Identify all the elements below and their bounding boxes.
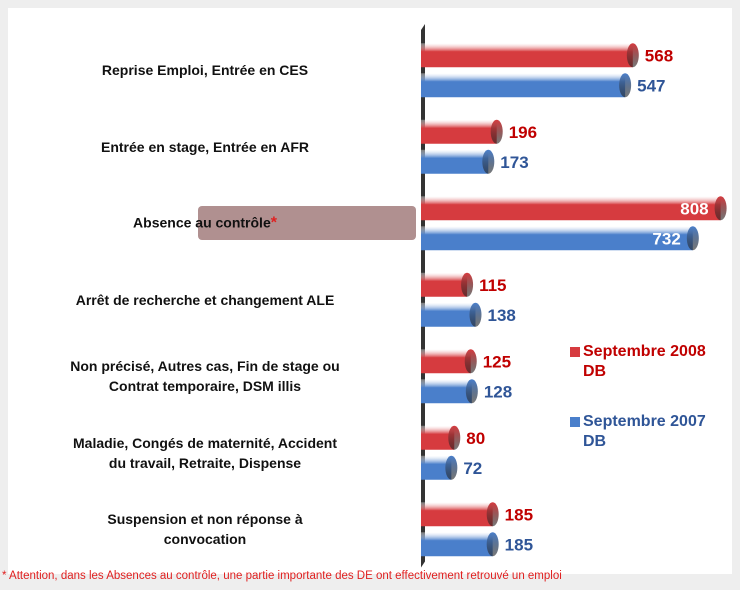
value-label: 138 xyxy=(487,306,515,325)
bar-cap xyxy=(619,73,632,98)
bar xyxy=(421,272,468,297)
bar-cap xyxy=(448,425,461,450)
value-label: 196 xyxy=(509,123,537,142)
value-label: 808 xyxy=(680,199,708,218)
bar-cap xyxy=(464,349,477,374)
legend-swatch xyxy=(570,417,580,427)
category-label: Suspension et non réponse à convocation xyxy=(107,511,303,548)
value-label: 568 xyxy=(645,46,673,65)
bar-cap xyxy=(626,43,639,68)
legend-swatch xyxy=(570,347,580,357)
bar xyxy=(421,226,693,251)
value-label: 185 xyxy=(505,505,533,524)
value-label: 547 xyxy=(637,76,665,95)
category-label: Absence au contrôle* xyxy=(133,214,277,232)
bar xyxy=(421,73,626,98)
bar xyxy=(421,196,721,221)
category-label: Maladie, Congés de maternité, Accident d… xyxy=(73,434,337,471)
bar xyxy=(421,149,489,174)
plot-panel xyxy=(8,8,732,574)
bar xyxy=(421,502,493,527)
bar xyxy=(421,119,497,144)
category-label: Entrée en stage, Entrée en AFR xyxy=(101,138,309,155)
bar-cap xyxy=(486,502,499,527)
legend-label: Septembre 2008 DB xyxy=(583,343,706,380)
bar-cap xyxy=(714,196,727,221)
bar xyxy=(421,379,472,404)
bar xyxy=(421,302,476,327)
highlight-marker: * xyxy=(270,214,277,232)
category-label: Reprise Emploi, Entrée en CES xyxy=(101,62,309,79)
value-label: 185 xyxy=(505,535,533,554)
bar-cap xyxy=(482,149,495,174)
bar-cap xyxy=(469,302,482,327)
value-label: 732 xyxy=(652,229,680,248)
category-label: Non précisé, Autres cas, Fin de stage ou… xyxy=(70,358,340,395)
value-label: 72 xyxy=(463,459,482,478)
legend-label: Septembre 2007 DB xyxy=(583,413,706,450)
bar-cap xyxy=(686,226,699,251)
value-label: 125 xyxy=(483,352,511,371)
bar-cap xyxy=(490,119,503,144)
bar xyxy=(421,349,471,374)
bar-cap xyxy=(445,455,458,480)
category-highlight xyxy=(198,206,416,241)
value-label: 115 xyxy=(479,276,506,295)
value-label: 128 xyxy=(484,382,512,401)
footnote: * Attention, dans les Absences au contrô… xyxy=(2,570,562,582)
value-label: 173 xyxy=(500,153,528,172)
value-label: 80 xyxy=(466,429,485,448)
bar-cap xyxy=(461,272,474,297)
bar xyxy=(421,43,633,68)
bar-cap xyxy=(465,379,478,404)
bar xyxy=(421,532,493,557)
bar-cap xyxy=(486,532,499,557)
category-label: Arrêt de recherche et changement ALE xyxy=(75,291,335,308)
